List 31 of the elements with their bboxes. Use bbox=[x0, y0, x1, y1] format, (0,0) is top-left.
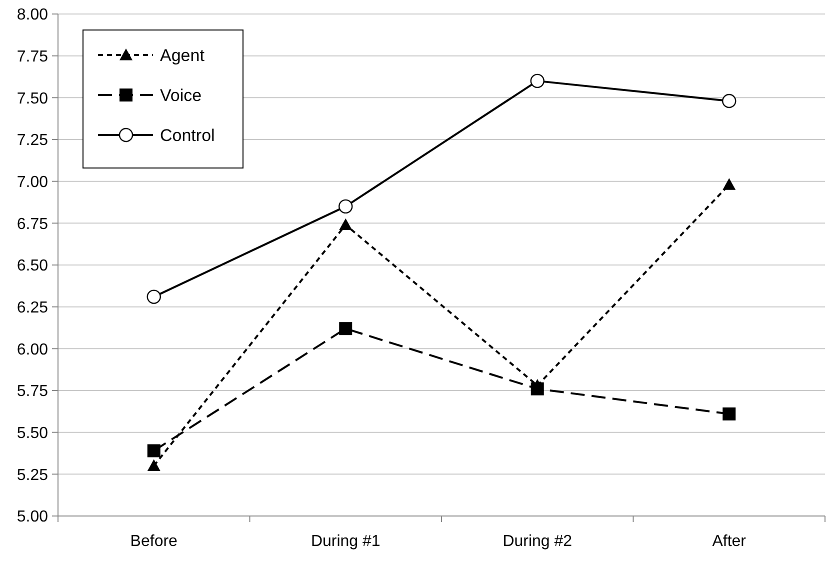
point bbox=[722, 407, 736, 420]
y-tick-label: 5.75 bbox=[16, 383, 48, 400]
legend-label: Control bbox=[160, 126, 215, 145]
point bbox=[338, 199, 353, 214]
point bbox=[147, 459, 160, 471]
y-tick-label: 5.25 bbox=[16, 466, 48, 484]
y-tick-label: 7.50 bbox=[16, 90, 48, 108]
point bbox=[146, 290, 161, 304]
y-tick-label: 7.25 bbox=[16, 132, 48, 150]
point bbox=[530, 74, 544, 88]
point bbox=[722, 94, 736, 108]
y-tick-label: 6.75 bbox=[16, 216, 48, 233]
point bbox=[339, 322, 352, 336]
point bbox=[530, 382, 544, 396]
y-tick-label: 5.50 bbox=[16, 424, 48, 442]
point bbox=[722, 178, 736, 190]
y-tick-label: 5.00 bbox=[16, 508, 48, 526]
y-tick-label: 8.00 bbox=[16, 6, 48, 24]
y-tick-label: 7.75 bbox=[16, 48, 48, 66]
y-tick-label: 6.50 bbox=[16, 258, 48, 275]
x-tick-label: During #2 bbox=[502, 533, 572, 550]
y-tick-label: 7.00 bbox=[16, 174, 48, 191]
y-tick-label: 6.25 bbox=[16, 299, 48, 316]
point bbox=[339, 218, 352, 230]
y-tick-label: 6.00 bbox=[16, 341, 48, 358]
legend-label: Agent bbox=[160, 46, 205, 65]
x-tick-label: Before bbox=[130, 533, 178, 550]
x-tick-label: After bbox=[712, 533, 747, 550]
x-tick-label: During #1 bbox=[310, 533, 380, 550]
legend-label: Voice bbox=[160, 86, 202, 105]
point bbox=[147, 444, 160, 458]
